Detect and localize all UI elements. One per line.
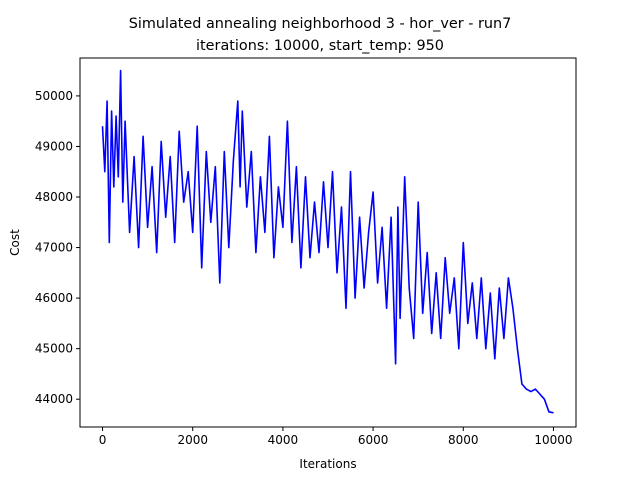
y-axis-label: Cost [8, 229, 22, 256]
x-axis-label: Iterations [299, 457, 356, 471]
plot-area [101, 69, 554, 414]
y-tick-label: 47000 [35, 241, 73, 255]
y-tick-label: 46000 [35, 291, 73, 305]
y-tick-label: 50000 [35, 89, 73, 103]
y-tick-label: 49000 [35, 139, 73, 153]
x-tick-label: 10000 [534, 433, 572, 447]
series-line-0 [101, 69, 554, 414]
x-tick-label: 2000 [177, 433, 208, 447]
y-tick-label: 45000 [35, 342, 73, 356]
axes-frame [79, 57, 577, 428]
x-tick-label: 8000 [448, 433, 479, 447]
x-tick-label: 0 [99, 433, 107, 447]
chart-title-line2: iterations: 10000, start_temp: 950 [196, 38, 444, 54]
x-tick-label: 6000 [358, 433, 389, 447]
y-tick-label: 48000 [35, 190, 73, 204]
chart-title-line1: Simulated annealing neighborhood 3 - hor… [129, 16, 512, 32]
x-tick-label: 4000 [268, 433, 299, 447]
y-tick-label: 44000 [35, 392, 73, 406]
